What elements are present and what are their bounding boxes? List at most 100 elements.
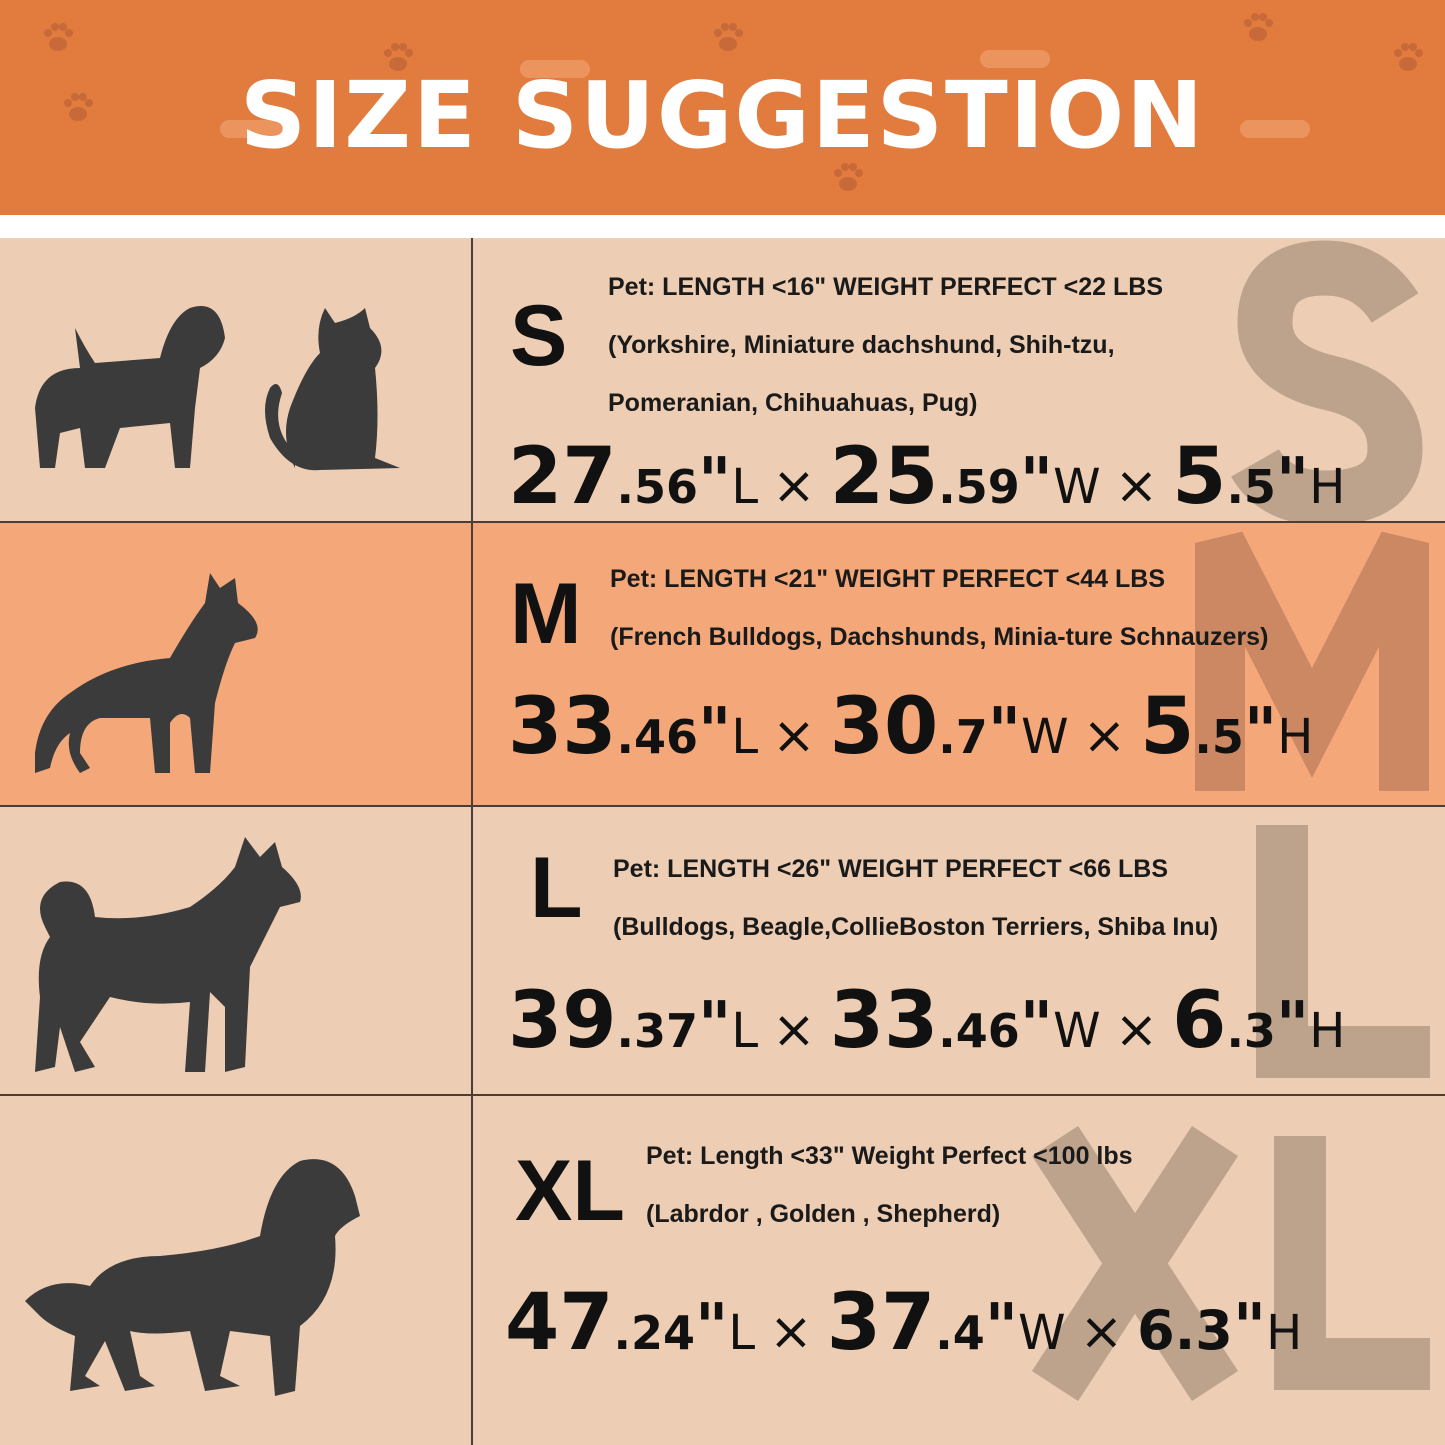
height-unit: H — [1277, 709, 1314, 765]
width-unit: W — [1053, 1003, 1101, 1059]
length-int: 27 — [508, 432, 617, 522]
inch-mark: " — [1019, 989, 1054, 1063]
height-int: 5 — [1140, 682, 1195, 772]
size-description: Pet: Length <33" Weight Perfect <100 lbs… — [646, 1127, 1133, 1243]
width-dec: .46 — [938, 1004, 1020, 1058]
bone-icon — [980, 50, 1050, 68]
size-watermark-s — [1231, 240, 1423, 521]
length-dec: .56 — [616, 460, 699, 514]
height-unit: H — [1309, 1003, 1346, 1059]
length-unit: L — [731, 459, 759, 515]
width-int: 37 — [826, 1278, 936, 1368]
width-dec: .7 — [938, 710, 988, 764]
size-watermark-l — [1256, 825, 1430, 1078]
size-label: L — [530, 840, 583, 936]
bone-icon — [220, 120, 290, 138]
dimensions: 39.37"L × 33.46"W × 6.3"H — [508, 982, 1345, 1060]
dimensions: 47.24"L × 37.4"W × 6.3"H — [505, 1284, 1302, 1362]
width-unit: W — [1021, 709, 1069, 765]
height-unit: H — [1266, 1305, 1303, 1361]
inch-mark: " — [1019, 445, 1054, 519]
inch-mark: " — [987, 695, 1022, 769]
description-line: (Bulldogs, Beagle,CollieBoston Terriers,… — [613, 913, 1219, 941]
dog-cat-silhouette-icon — [35, 306, 400, 471]
size-label: M — [510, 566, 582, 662]
bone-icon — [1240, 120, 1310, 138]
width-dec: .59 — [938, 460, 1020, 514]
dimensions: 27.56"L × 25.59"W × 5.5"H — [508, 438, 1345, 516]
height-unit: H — [1309, 459, 1346, 515]
paw-icon — [834, 163, 863, 191]
page-title: SIZE SUGGESTION — [239, 62, 1206, 169]
description-line: Pet: LENGTH <21" WEIGHT PERFECT <44 LBS — [610, 565, 1166, 593]
dog-silhouette-icon — [35, 837, 301, 1072]
size-row-m: M Pet: LENGTH <21" WEIGHT PERFECT <44 LB… — [0, 523, 1445, 807]
size-label: XL — [515, 1143, 625, 1239]
pet-silhouettes — [0, 523, 473, 805]
dog-silhouette-icon — [35, 573, 258, 773]
length-int: 33 — [508, 682, 617, 772]
size-description: Pet: LENGTH <21" WEIGHT PERFECT <44 LBS … — [610, 550, 1268, 666]
inch-mark: " — [695, 1291, 729, 1365]
size-watermark-xl — [1031, 1125, 1430, 1402]
size-description: Pet: LENGTH <26" WEIGHT PERFECT <66 LBS … — [613, 840, 1218, 956]
dog-silhouette-icon — [25, 1159, 360, 1396]
height-dec: .3 — [1226, 1004, 1276, 1058]
times-sign: × — [772, 706, 816, 766]
width-unit: W — [1053, 459, 1101, 515]
inch-mark: " — [1232, 1291, 1267, 1365]
description-line: Pomeranian, Chihuahuas, Pug) — [608, 389, 978, 417]
size-watermark-m — [1195, 531, 1429, 791]
description-line: Pet: Length <33" Weight Perfect <100 lbs — [646, 1142, 1133, 1170]
length-unit: L — [731, 1003, 759, 1059]
header-banner: SIZE SUGGESTION — [0, 0, 1445, 215]
times-sign: × — [772, 456, 816, 516]
times-sign: × — [1082, 706, 1127, 766]
description-line: Pet: LENGTH <16" WEIGHT PERFECT <22 LBS — [608, 273, 1164, 301]
times-sign: × — [769, 1302, 813, 1362]
length-int: 47 — [505, 1278, 614, 1368]
length-int: 39 — [508, 976, 617, 1066]
height-dec: .5 — [1226, 460, 1276, 514]
times-sign: × — [1114, 1000, 1159, 1060]
inch-mark: " — [698, 695, 732, 769]
paw-icon — [1244, 13, 1273, 41]
inch-mark: " — [1275, 989, 1310, 1063]
height-dec: .5 — [1194, 710, 1244, 764]
length-dec: .46 — [616, 710, 699, 764]
dimensions: 33.46"L × 30.7"W × 5.5"H — [508, 688, 1313, 766]
description-line: (Labrdor , Golden , Shepherd) — [646, 1200, 1001, 1228]
inch-mark: " — [1243, 695, 1278, 769]
length-unit: L — [728, 1305, 756, 1361]
inch-mark: " — [1275, 445, 1310, 519]
paw-icon — [714, 23, 743, 51]
size-row-l: L Pet: LENGTH <26" WEIGHT PERFECT <66 LB… — [0, 807, 1445, 1096]
width-int: 30 — [829, 682, 939, 772]
length-dec: .24 — [613, 1306, 696, 1360]
inch-mark: " — [698, 989, 732, 1063]
size-label: S — [510, 288, 568, 384]
inch-mark: " — [698, 445, 732, 519]
width-int: 33 — [829, 976, 939, 1066]
paw-icon — [1394, 43, 1423, 71]
height-value: 6.3 — [1137, 1299, 1233, 1362]
bone-icon — [520, 60, 590, 78]
inch-mark: " — [984, 1291, 1019, 1365]
paw-icon — [64, 93, 93, 121]
length-dec: .37 — [616, 1004, 699, 1058]
size-description: Pet: LENGTH <16" WEIGHT PERFECT <22 LBS … — [608, 258, 1163, 432]
pet-silhouettes — [0, 238, 473, 521]
width-unit: W — [1018, 1305, 1066, 1361]
times-sign: × — [1079, 1302, 1124, 1362]
paw-icon — [384, 43, 413, 71]
height-int: 5 — [1172, 432, 1227, 522]
size-row-xl: XL Pet: Length <33" Weight Perfect <100 … — [0, 1096, 1445, 1445]
description-line: (Yorkshire, Miniature dachshund, Shih-tz… — [608, 331, 1115, 359]
times-sign: × — [772, 1000, 816, 1060]
description-line: Pet: LENGTH <26" WEIGHT PERFECT <66 LBS — [613, 855, 1169, 883]
paw-icon — [44, 23, 73, 51]
length-unit: L — [731, 709, 759, 765]
pet-silhouettes — [0, 1096, 473, 1445]
description-line: (French Bulldogs, Dachshunds, Minia-ture… — [610, 623, 1269, 651]
width-dec: .4 — [935, 1306, 985, 1360]
